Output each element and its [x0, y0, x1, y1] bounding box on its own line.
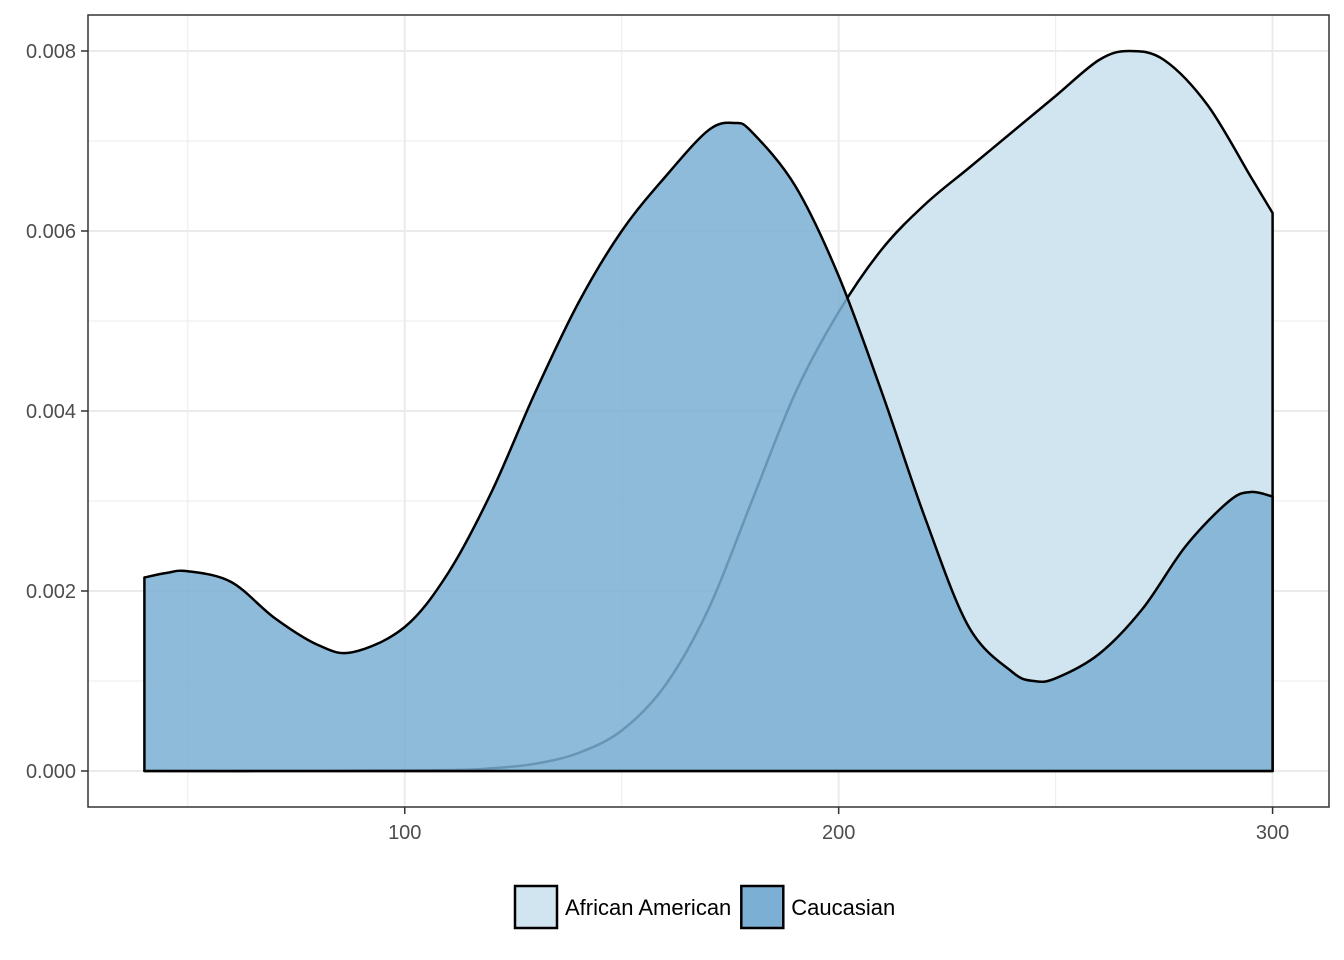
- y-tick-label: 0.002: [26, 581, 76, 603]
- x-tick-label: 300: [1256, 822, 1289, 844]
- legend-label-african-american: African American: [565, 895, 731, 920]
- y-tick-label: 0.004: [26, 401, 76, 423]
- x-axis: 100 200 300: [388, 807, 1289, 844]
- x-tick-label: 200: [822, 822, 855, 844]
- density-areas: [143, 49, 1274, 773]
- legend: African American Caucasian: [513, 884, 895, 930]
- density-area-caucasian: [143, 121, 1274, 773]
- y-tick-label: 0.000: [26, 761, 76, 783]
- legend-key-caucasian: [740, 884, 785, 930]
- y-tick-label: 0.008: [26, 41, 76, 63]
- legend-label-caucasian: Caucasian: [791, 895, 895, 920]
- y-axis: 0.000 0.002 0.004 0.006 0.008: [26, 41, 88, 783]
- x-tick-label: 100: [388, 822, 421, 844]
- legend-key-african-american: [513, 884, 559, 930]
- y-tick-label: 0.006: [26, 221, 76, 243]
